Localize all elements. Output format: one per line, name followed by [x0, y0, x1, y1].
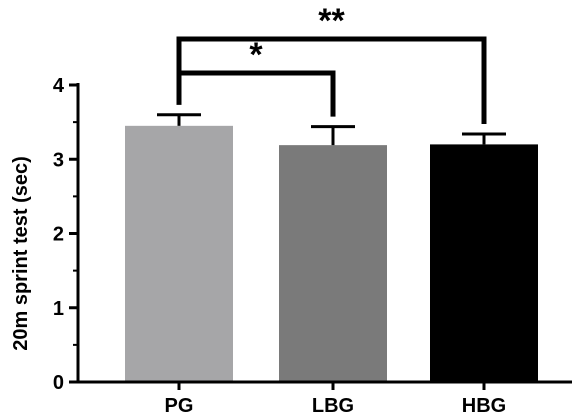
significance-layer: *** — [176, 2, 487, 125]
bars-layer — [125, 125, 538, 383]
y-tick-label-3: 3 — [53, 149, 64, 171]
significance-label-1: * — [249, 36, 263, 74]
significance-bracket-1 — [176, 70, 336, 117]
x-tick-label-hbg: HBG — [462, 395, 506, 417]
bar-hbg — [430, 144, 538, 382]
significance-label-2: ** — [318, 2, 345, 40]
x-tick-label-lbg: LBG — [312, 395, 354, 417]
axes-layer: 0 1 2 3 4 PG LBG HBG — [53, 75, 572, 417]
y-tick-label-4: 4 — [53, 75, 65, 97]
significance-bracket-2 — [176, 36, 487, 125]
y-tick-label-2: 2 — [53, 224, 64, 246]
x-tick-label-pg: PG — [165, 395, 194, 417]
bar-lbg — [279, 145, 387, 382]
y-axis-label: 20m sprint test (sec) — [10, 156, 32, 351]
error-bars-layer — [157, 113, 506, 146]
y-tick-label-1: 1 — [53, 298, 64, 320]
y-tick-label-0: 0 — [53, 372, 64, 394]
bar-pg — [125, 125, 233, 383]
